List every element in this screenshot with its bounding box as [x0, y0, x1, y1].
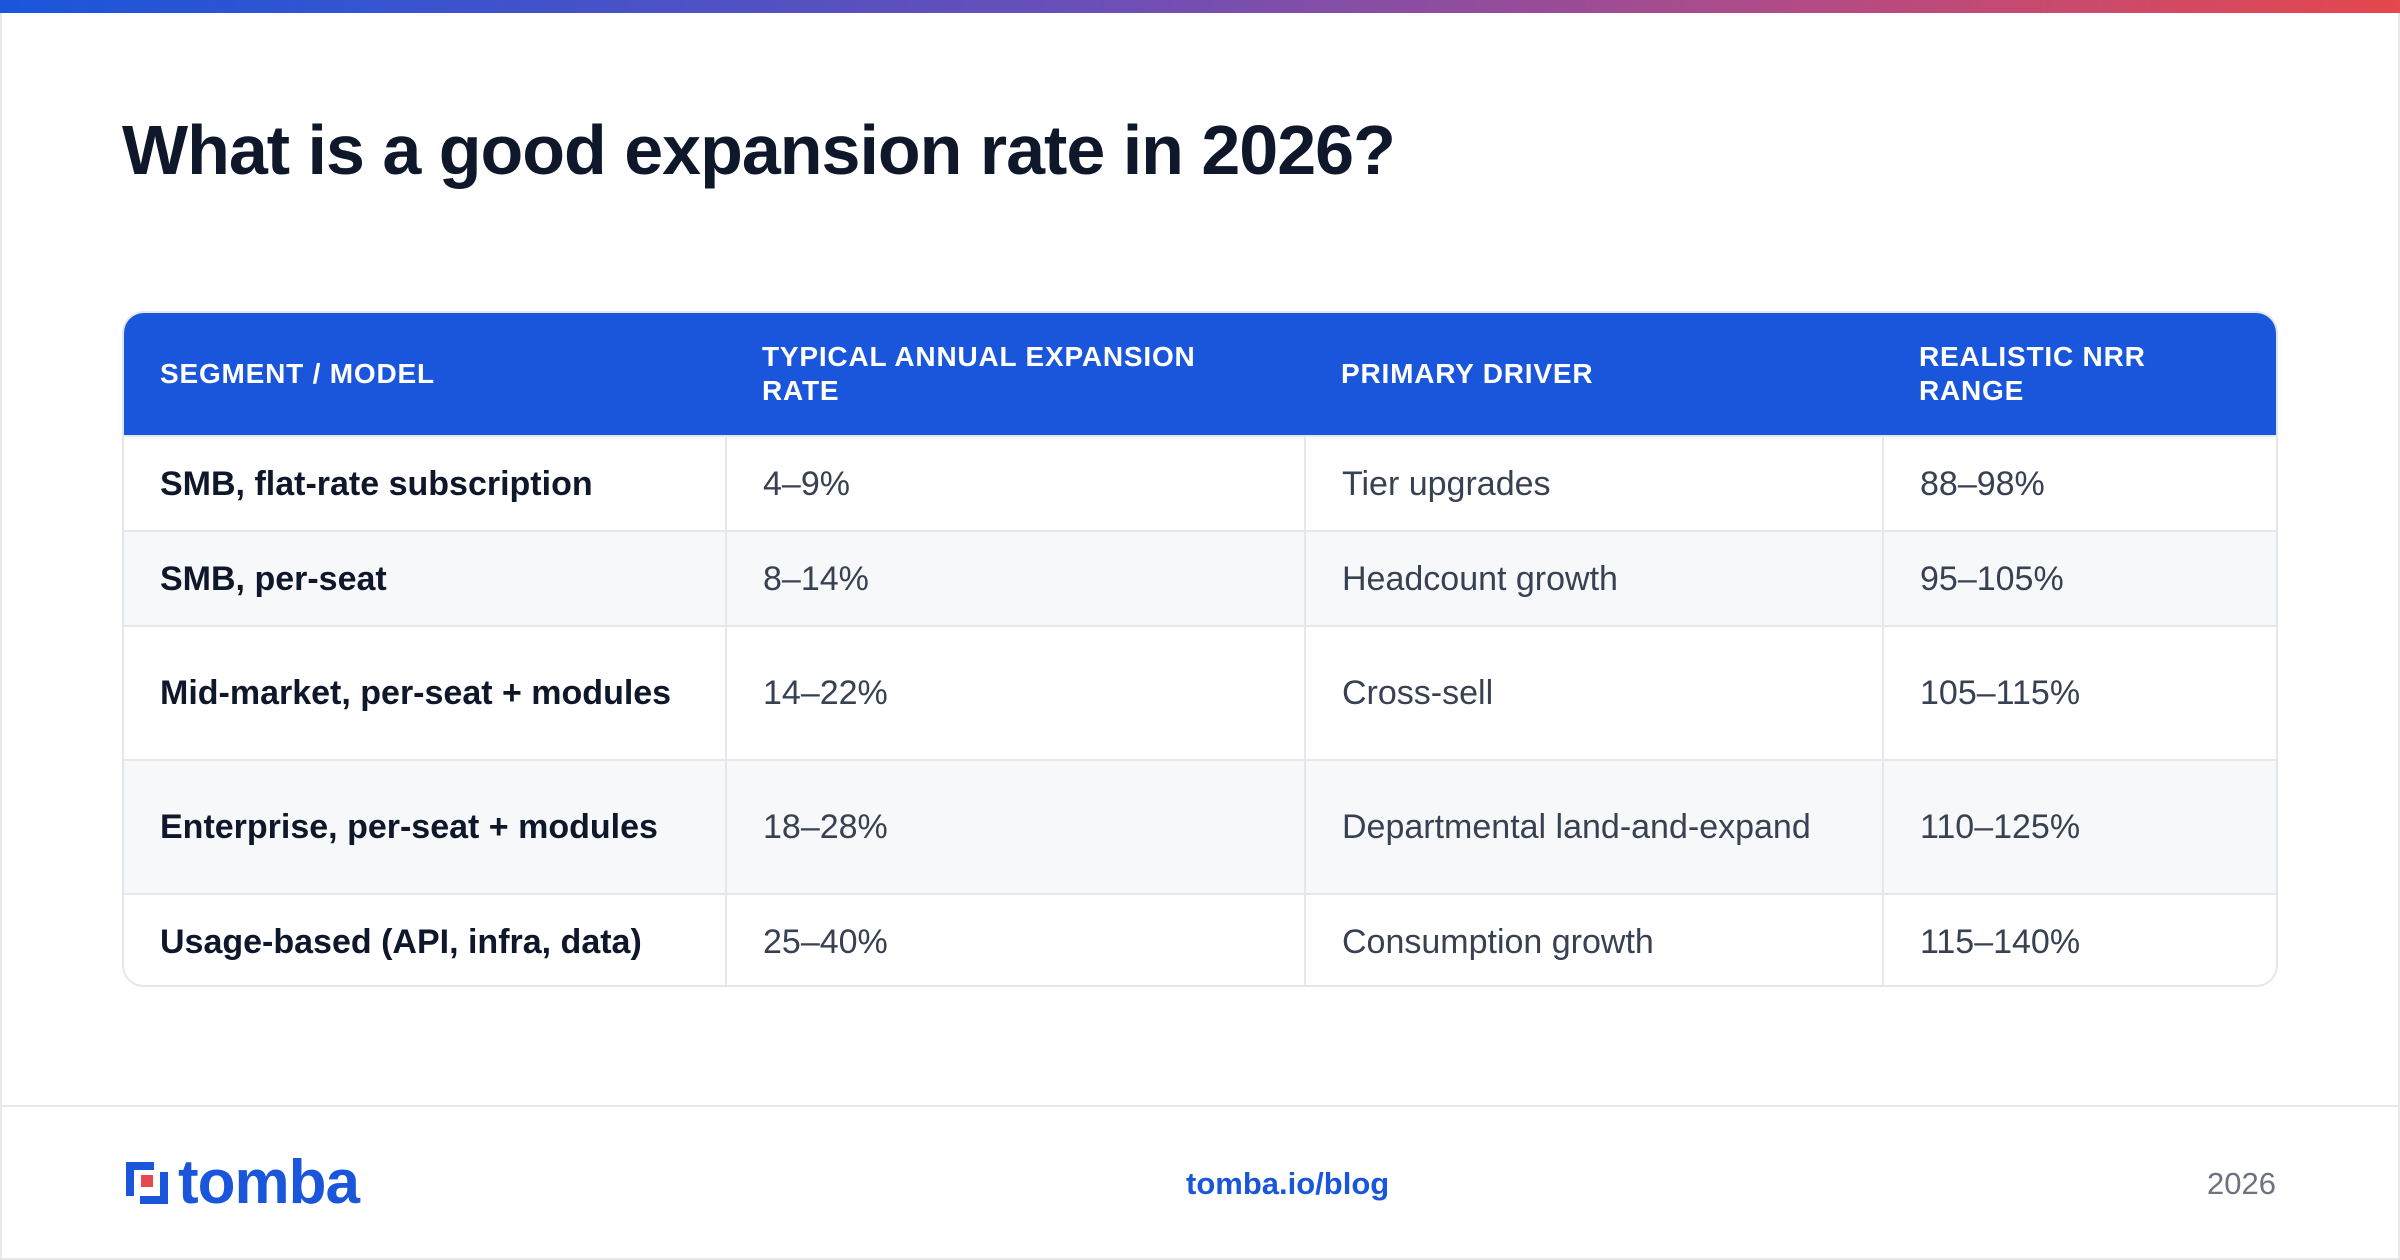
cell-primary-driver: Cross-sell: [1304, 625, 1883, 760]
footer-year: 2026: [2207, 1166, 2276, 1201]
table-row: Mid-market, per-seat + modules 14–22% Cr…: [124, 625, 2276, 760]
cell-expansion-rate: 8–14%: [725, 530, 1305, 626]
cell-expansion-rate: 14–22%: [725, 625, 1305, 760]
cell-primary-driver: Consumption growth: [1304, 893, 1883, 985]
cell-segment: Enterprise, per-seat + modules: [124, 759, 726, 894]
header-typical-annual-expansion-rate: TYPICAL ANNUAL EXPANSION RATE: [762, 341, 1196, 406]
top-gradient-bar: [0, 0, 2400, 13]
table-row: Usage-based (API, infra, data) 25–40% Co…: [124, 893, 2276, 985]
tomba-logo[interactable]: tomba: [122, 1148, 360, 1217]
cell-segment: Usage-based (API, infra, data): [124, 893, 726, 985]
blog-link[interactable]: tomba.io/blog: [1186, 1166, 1390, 1201]
header-primary-driver: PRIMARY DRIVER: [1341, 358, 1594, 389]
cell-segment: SMB, per-seat: [124, 530, 726, 626]
cell-expansion-rate: 25–40%: [725, 893, 1305, 985]
footer-divider: [0, 1105, 2400, 1107]
cell-expansion-rate: 4–9%: [725, 435, 1305, 531]
page-title: What is a good expansion rate in 2026?: [122, 111, 1396, 189]
cell-nrr-range: 115–140%: [1882, 893, 2276, 985]
cell-nrr-range: 95–105%: [1882, 530, 2276, 626]
table-header-row: SEGMENT / MODEL TYPICAL ANNUAL EXPANSION…: [124, 313, 2276, 436]
logo-wordmark: tomba: [178, 1148, 360, 1217]
header-segment-model: SEGMENT / MODEL: [160, 358, 435, 389]
table-row: SMB, per-seat 8–14% Headcount growth 95–…: [124, 530, 2276, 626]
header-realistic-nrr-range: REALISTIC NRR RANGE: [1919, 341, 2146, 406]
table-row: Enterprise, per-seat + modules 18–28% De…: [124, 759, 2276, 894]
cell-primary-driver: Departmental land-and-expand: [1304, 759, 1883, 894]
cell-primary-driver: Headcount growth: [1304, 530, 1883, 626]
cell-expansion-rate: 18–28%: [725, 759, 1305, 894]
cell-nrr-range: 110–125%: [1882, 759, 2276, 894]
table-row: SMB, flat-rate subscription 4–9% Tier up…: [124, 435, 2276, 531]
cell-nrr-range: 88–98%: [1882, 435, 2276, 531]
cell-segment: Mid-market, per-seat + modules: [124, 625, 726, 760]
cell-nrr-range: 105–115%: [1882, 625, 2276, 760]
tomba-logo-mark-icon: [126, 1162, 168, 1204]
cell-segment: SMB, flat-rate subscription: [124, 435, 726, 531]
expansion-rate-table: SEGMENT / MODEL TYPICAL ANNUAL EXPANSION…: [122, 311, 2278, 987]
cell-primary-driver: Tier upgrades: [1304, 435, 1883, 531]
